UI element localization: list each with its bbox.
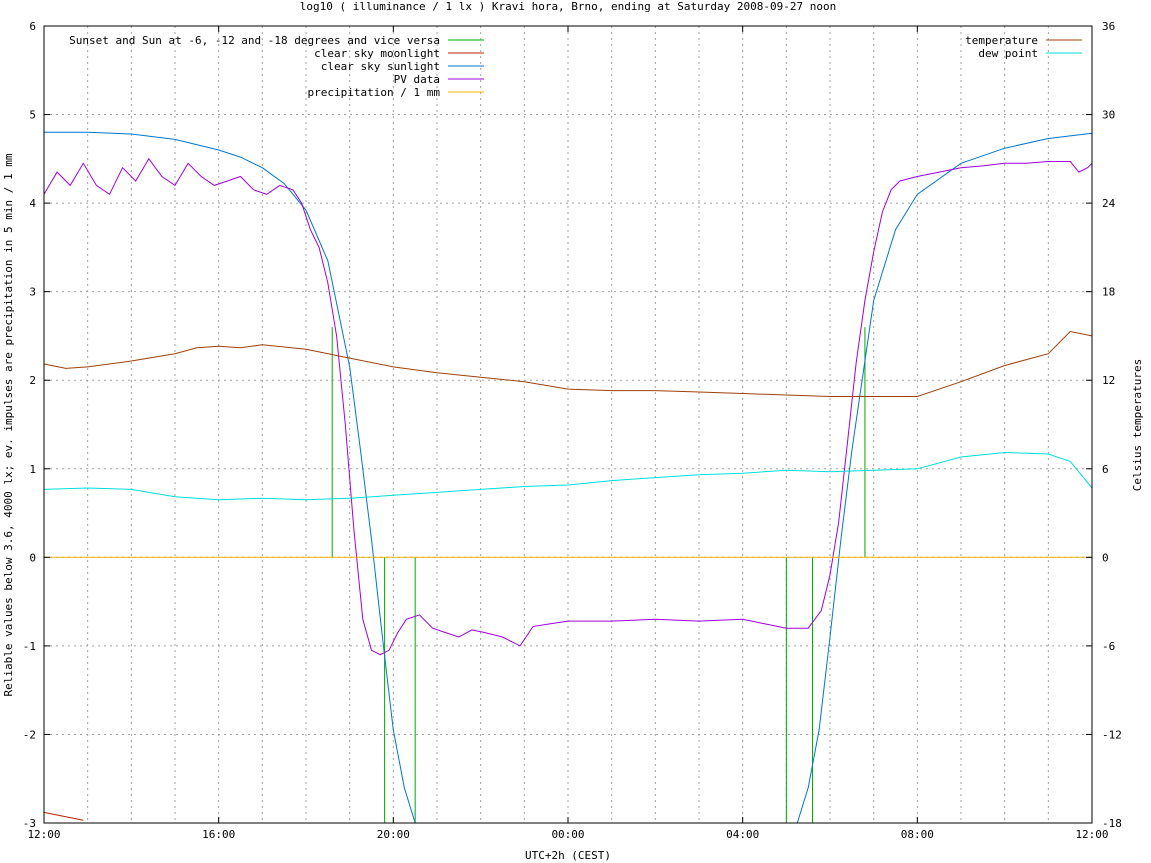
y-tick-label: -2 [23,728,36,741]
y-tick-label: 3 [29,286,36,299]
y-tick-label: -1 [23,640,36,653]
y2-tick-label: -18 [1102,817,1122,830]
y-tick-label: 6 [29,20,36,33]
ticks: 12:00 16:00 20:00 00:00 04:00 08:00 12:00-3-2-… [23,20,1122,841]
y-tick-label: 1 [29,463,36,476]
legend-label: clear sky moonlight [314,47,440,60]
green-impulses [331,327,866,823]
series-line-clear-sky-moonlight [43,811,84,821]
series-line-dew-point [43,451,1093,501]
y2-axis-label: Celsius temperatures [1131,359,1144,491]
legend-label: PV data [394,73,440,86]
y2-tick-label: 18 [1102,286,1115,299]
y2-tick-label: 30 [1102,109,1115,122]
grid [44,26,1092,823]
y-tick-label: 2 [29,374,36,387]
x-tick-label: 04:00 [726,828,759,841]
y2-tick-label: 24 [1102,197,1116,210]
y-tick-label: 5 [29,109,36,122]
legend-label: precipitation / 1 mm [308,86,441,99]
x-tick-label: 12:00 [27,828,60,841]
series-line-temperature [43,330,1093,397]
legend-label: Sunset and Sun at -6, -12 and -18 degree… [69,34,440,47]
y-tick-label: -3 [23,817,36,830]
series-line-pv-data [43,157,1093,656]
series-layer [43,131,1093,824]
x-tick-label: 16:00 [202,828,235,841]
y2-tick-label: -12 [1102,728,1122,741]
x-tick-label: 20:00 [377,828,410,841]
legend-label: dew point [978,47,1038,60]
series-line-clear-sky-sunlight [44,131,1093,824]
x-axis-label: UTC+2h (CEST) [525,849,611,862]
y2-tick-label: 36 [1102,20,1115,33]
chart-title: log10 ( illuminance / 1 lx ) Kravi hora,… [300,0,836,13]
legend-label: temperature [965,34,1038,47]
y2-tick-label: 12 [1102,374,1115,387]
y-tick-label: 0 [29,551,36,564]
legend: Sunset and Sun at -6, -12 and -18 degree… [69,34,1082,99]
x-tick-label: 12:00 [1075,828,1108,841]
y-axis-label: Reliable values below 3.6, 4000 lx; ev. … [2,153,15,696]
y2-tick-label: -6 [1102,640,1115,653]
y2-tick-label: 6 [1102,463,1109,476]
y2-tick-label: 0 [1102,551,1109,564]
legend-label: clear sky sunlight [321,60,440,73]
y-tick-label: 4 [29,197,36,210]
x-tick-label: 00:00 [551,828,584,841]
x-tick-label: 08:00 [901,828,934,841]
